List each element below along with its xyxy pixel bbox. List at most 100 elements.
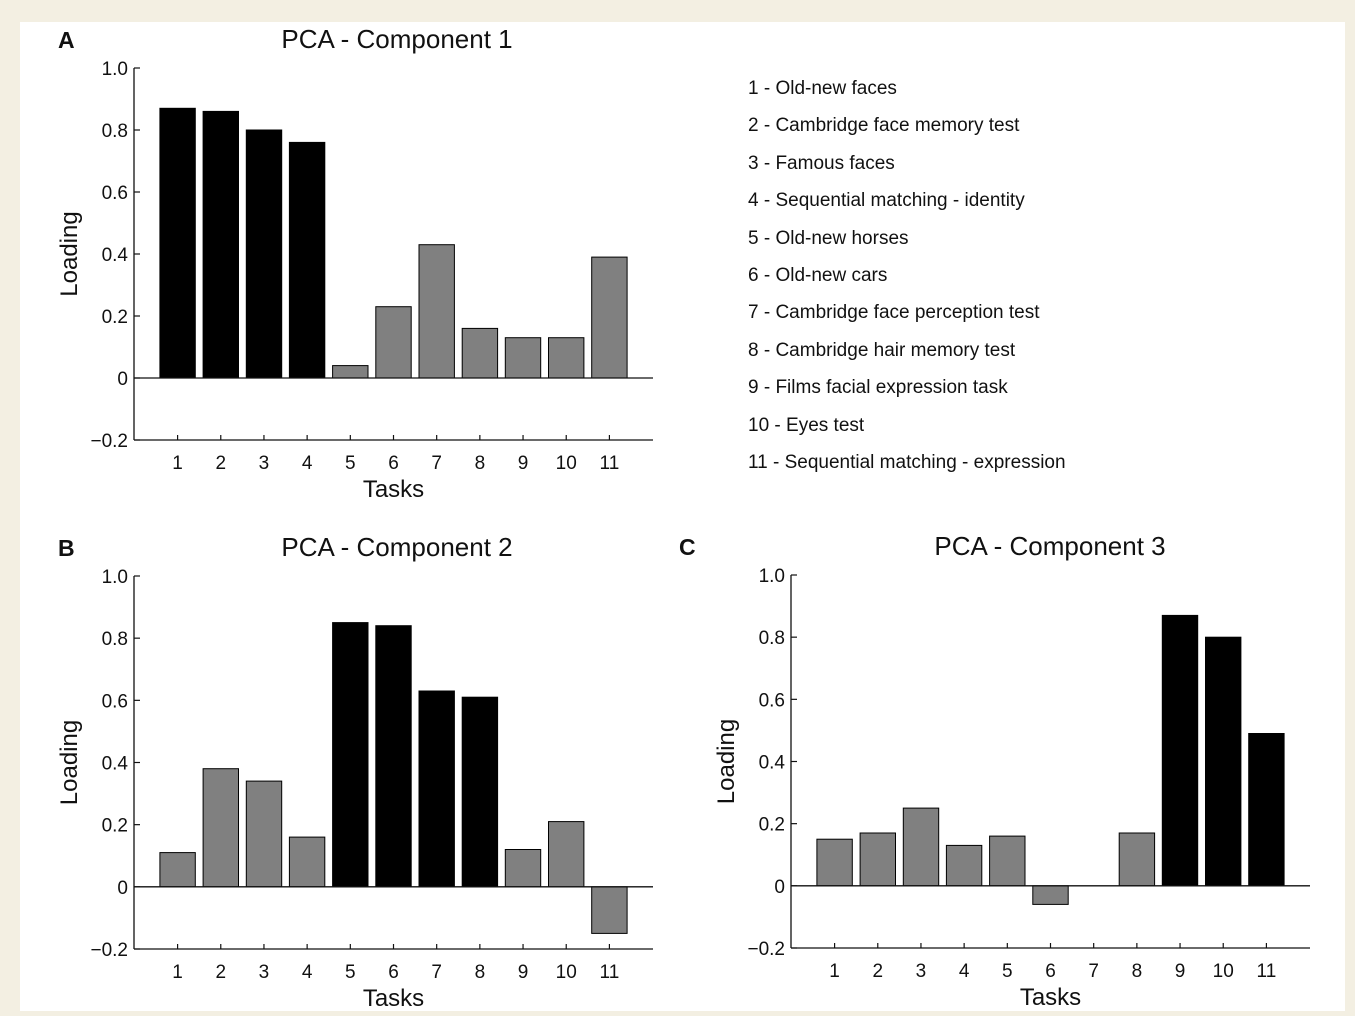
bar-task-5 <box>332 365 369 379</box>
x-tick-label: 2 <box>872 961 883 982</box>
bar-task-6 <box>375 625 412 888</box>
chart-title: PCA - Component 2 <box>281 532 512 562</box>
bar-task-9 <box>504 849 542 888</box>
x-tick-label: 10 <box>556 453 577 474</box>
x-tick-label: 4 <box>959 961 970 982</box>
bar-task-1 <box>159 107 196 379</box>
bar-task-11 <box>1248 733 1285 887</box>
legend-item: 7 - Cambridge face perception test <box>748 302 1040 324</box>
y-tick-label: 0.4 <box>759 753 786 774</box>
legend-item: 11 - Sequential matching - expression <box>748 451 1066 473</box>
x-tick-label: 2 <box>215 453 226 474</box>
bar-task-10 <box>548 821 585 888</box>
x-tick-label: 9 <box>1175 961 1186 982</box>
x-axis-title: Tasks <box>363 985 424 1011</box>
x-tick-label: 8 <box>1132 961 1143 982</box>
x-tick-label: 5 <box>345 962 356 983</box>
legend-item: 5 - Old-new horses <box>748 227 909 249</box>
y-axis-title: Loading <box>713 719 740 804</box>
bar-task-2 <box>202 110 240 379</box>
y-tick-label: 1.0 <box>102 59 128 80</box>
y-tick-label: 0.6 <box>102 691 128 712</box>
chart-panel-c: −0.2 0 0.2 0.4 0.6 0.8 1.0 1 2 3 4 5 6 7 8 9 10 11 Tasks Lo… <box>679 531 1310 1011</box>
x-tick-label: 1 <box>172 962 183 983</box>
legend-item: 3 - Famous faces <box>748 152 895 174</box>
x-tick-label: 10 <box>556 962 577 983</box>
x-axis-title: Tasks <box>363 476 424 503</box>
x-tick-label: 2 <box>215 962 226 983</box>
panel-label: B <box>58 535 75 561</box>
y-tick-label: 1.0 <box>759 566 785 587</box>
bar-task-2 <box>202 768 240 888</box>
y-tick-label: 0.2 <box>102 307 128 328</box>
x-tick-label: 8 <box>475 962 486 983</box>
y-tick-label: 0.6 <box>759 690 785 711</box>
y-tick-label: 0.4 <box>102 245 129 266</box>
x-tick-label: 6 <box>388 962 399 983</box>
y-axis-title: Loading <box>56 211 83 296</box>
bar-task-5 <box>989 835 1026 887</box>
x-tick-label: 9 <box>518 453 529 474</box>
y-tick-label: 0.4 <box>102 754 129 775</box>
x-tick-label: 4 <box>302 962 313 983</box>
chart-panel-a: −0.2 0 0.2 0.4 0.6 0.8 1.0 1 2 3 4 5 6 7 8 9 10 11 Tasks Lo… <box>56 24 653 503</box>
x-axis-title: Tasks <box>1020 984 1081 1011</box>
y-tick-label: 1.0 <box>102 567 128 588</box>
legend-item: 1 - Old-new faces <box>748 78 897 99</box>
bar-task-4 <box>288 836 326 888</box>
x-tick-label: 11 <box>600 453 620 474</box>
legend-item: 4 - Sequential matching - identity <box>748 190 1025 212</box>
y-tick-label: −0.2 <box>90 940 128 961</box>
chart-title: PCA - Component 1 <box>281 24 512 54</box>
legend-item: 8 - Cambridge hair memory test <box>748 339 1016 361</box>
y-tick-label: 0.2 <box>102 816 128 837</box>
x-tick-label: 1 <box>829 961 840 982</box>
x-tick-label: 6 <box>1045 961 1056 982</box>
y-tick-label: 0.8 <box>102 121 128 142</box>
legend-item: 2 - Cambridge face memory test <box>748 115 1020 137</box>
x-tick-label: 7 <box>1088 961 1099 982</box>
y-tick-label: 0 <box>117 878 128 899</box>
y-tick-label: −0.2 <box>90 431 128 452</box>
panel-label: A <box>58 27 75 53</box>
bar-task-1 <box>816 838 853 887</box>
bar-task-10 <box>1205 636 1242 887</box>
legend-item: 6 - Old-new cars <box>748 264 888 286</box>
bar-task-6 <box>375 306 412 379</box>
x-tick-label: 7 <box>431 453 442 474</box>
bar-task-5 <box>332 622 369 888</box>
x-tick-label: 4 <box>302 453 313 474</box>
bar-task-4 <box>288 141 326 379</box>
bar-task-1 <box>159 852 196 888</box>
bar-task-11 <box>591 256 628 379</box>
y-tick-label: −0.2 <box>747 939 785 960</box>
x-tick-label: 10 <box>1213 961 1234 982</box>
chart-panel-b: −0.2 0 0.2 0.4 0.6 0.8 1.0 1 2 3 4 5 6 7 8 9 10 11 Tasks Lo… <box>56 532 653 1012</box>
y-tick-label: 0.2 <box>759 815 785 836</box>
x-tick-label: 5 <box>1002 961 1013 982</box>
panel-label: C <box>679 534 696 560</box>
y-tick-label: 0.8 <box>759 628 785 649</box>
bar-task-3 <box>902 807 940 887</box>
bar-task-11 <box>591 886 628 934</box>
pca-figure: −0.200.20.40.60.81.01 2 3 4 5 6 7 8 9 10 11TasksLo… <box>56 24 1310 1012</box>
x-tick-label: 8 <box>475 453 486 474</box>
x-tick-label: 9 <box>518 962 529 983</box>
y-tick-label: 0 <box>774 877 785 898</box>
bar-task-8 <box>1118 832 1156 887</box>
task-legend: 1 - Old-new faces 2 - Cambridge face memo… <box>748 76 1066 487</box>
bar-task-7 <box>418 244 455 379</box>
chart-title: PCA - Component 3 <box>934 531 1165 561</box>
x-tick-label: 6 <box>388 453 399 474</box>
x-tick-label: 5 <box>345 453 356 474</box>
y-tick-label: 0.6 <box>102 183 128 204</box>
y-axis-title: Loading <box>56 720 83 805</box>
legend-item: 10 - Eyes test <box>748 414 865 436</box>
bar-task-9 <box>1161 614 1199 887</box>
y-tick-label: 0 <box>117 369 128 390</box>
legend-item: 9 - Films facial expression task <box>748 377 1008 399</box>
bar-task-3 <box>245 129 283 379</box>
bar-task-8 <box>461 696 499 888</box>
bar-task-3 <box>245 780 283 888</box>
x-tick-label: 3 <box>259 453 270 474</box>
